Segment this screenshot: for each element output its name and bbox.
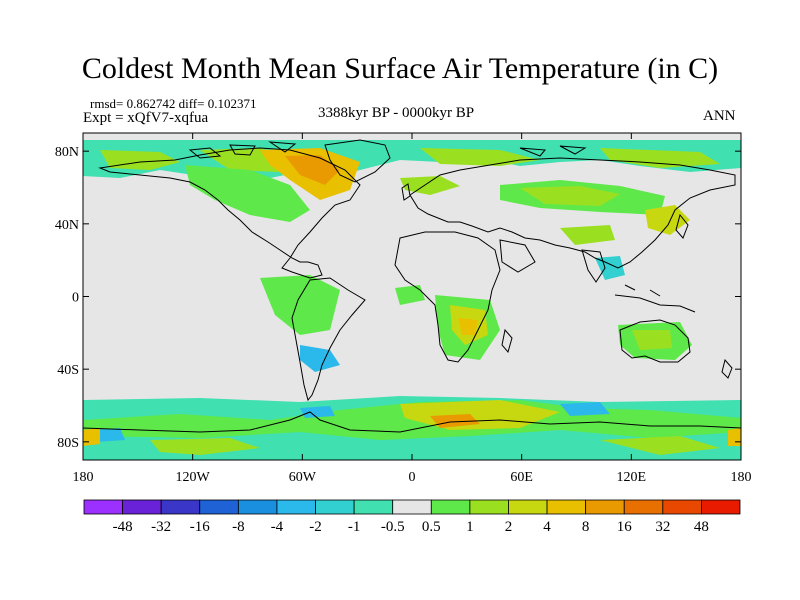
coastline-australia [619,319,691,363]
coastline-eurasia [409,157,736,269]
anomaly-region-europe [400,176,460,195]
coastline-north-america [98,147,361,279]
colorbar-swatch [585,499,625,515]
anomaly-field [83,140,741,460]
x-tick-label: 120E [617,470,647,485]
colorbar-label: 32 [655,519,670,535]
colorbar-swatch [469,499,509,515]
colorbar-label: 48 [694,519,709,535]
anomaly-region-atlantic [395,285,425,305]
coastlines [83,139,741,433]
coastline-madagascar [501,328,513,354]
coastline-indonesia [614,284,696,313]
y-tick-label: 40S [57,363,79,378]
colorbar-label: 2 [505,519,513,535]
coastline-antarctica [83,411,741,433]
anomaly-region-antarctic-south [150,436,720,455]
anomaly-region-india [595,256,625,280]
anomaly-region-antarctic-hot [430,414,480,428]
colorbar-label: 16 [617,519,633,535]
colorbar-label: 0.5 [422,519,441,535]
colorbar-label: -8 [232,519,245,535]
coastline-greenland [324,139,391,183]
anomaly-region-africa-hot [458,318,478,335]
y-tick-label: 40N [55,218,79,233]
map-title: Coldest Month Mean Surface Air Temperatu… [81,52,719,85]
anomaly-region-east-asia [645,205,690,235]
colorbar: -48 -32 -16 -8 -4 -2 -1 -0.5 0.5 1 2 4 8 16 32 48 [83,499,741,535]
anomaly-region-eurasia-yellow [520,186,620,206]
colorbar-swatch [160,499,201,515]
x-tick-label: 120W [176,470,211,485]
y-tick-label: 80N [55,145,79,160]
colorbar-swatch [392,499,432,515]
colorbar-swatch [508,499,548,515]
colorbar-swatch [623,499,664,515]
coastline-india [581,249,606,283]
anomaly-region-south-america-cool [300,345,340,372]
y-tick-label: 0 [72,291,79,306]
x-tick-label: 0 [409,470,416,485]
y-axis: 80N 40N 0 40S 80S [55,145,741,451]
colorbar-swatch [546,499,587,515]
colorbar-label: -2 [309,519,322,535]
colorbar-swatch [122,499,162,515]
x-tick-label: 180 [73,470,94,485]
anomaly-region-north-america [185,165,310,222]
anomaly-region-australia-warm [632,330,672,350]
colorbar-label: -1 [348,519,361,535]
colorbar-label: -32 [151,519,171,535]
anomaly-region-canada-warm-core [285,155,340,185]
stats-line: rmsd= 0.862742 diff= 0.102371 [90,96,257,111]
colorbar-label: 1 [466,519,474,535]
colorbar-swatch [430,499,471,515]
colorbar-swatch [701,499,741,515]
x-tick-label: 60W [289,470,317,485]
anomaly-region-tibet [560,225,615,245]
coastline-arabia [499,239,536,273]
coastline-south-america [291,277,366,402]
colorbar-swatch [315,499,355,515]
coastline-new-zealand [721,358,733,379]
x-tick-label: 180 [731,470,752,485]
coastline-japan [675,213,689,239]
colorbar-label: 4 [543,519,551,535]
y-tick-label: 80S [57,436,79,451]
colorbar-swatch [199,499,239,515]
coastline-africa [394,231,501,363]
colorbar-label: -16 [190,519,210,535]
x-tick-label: 60E [510,470,533,485]
anomaly-region-tropical-pacific [260,275,340,335]
colorbar-swatch [276,499,316,515]
colorbar-swatch [353,499,394,515]
colorbar-label: -4 [271,519,284,535]
colorbar-label: 8 [582,519,590,535]
x-axis: 180 120W 60W 0 60E 120E 180 [73,133,752,485]
coastline-arctic-islands [188,141,587,159]
experiment-label: Expt = xQfV7-xqfua [83,110,209,126]
colorbar-swatch [83,499,123,515]
coastline-uk [401,183,411,201]
anomaly-region-arctic-green [100,148,720,172]
colorbar-label: -0.5 [381,519,405,535]
colorbar-swatch [237,499,278,515]
season-label: ANN [703,108,736,124]
period-label: 3388kyr BP - 0000kyr BP [318,105,475,121]
colorbar-swatch [662,499,702,515]
colorbar-label: -48 [113,519,133,535]
